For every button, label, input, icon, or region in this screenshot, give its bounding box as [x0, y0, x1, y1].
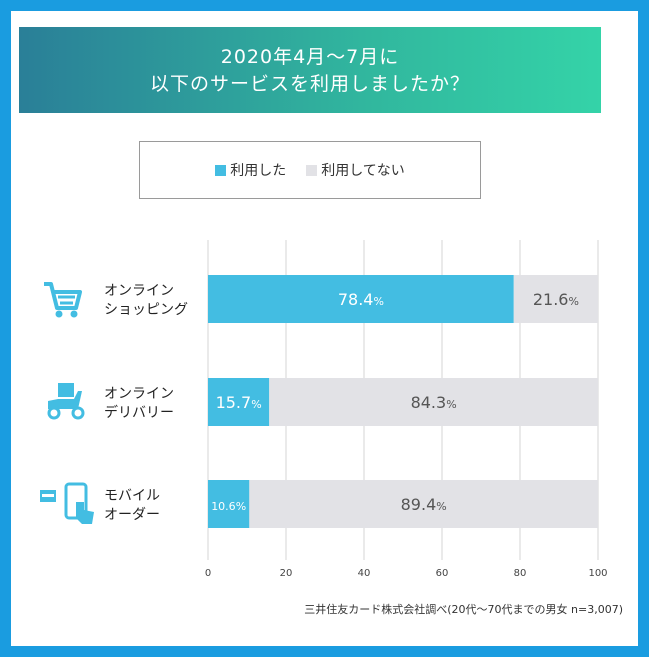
title-line-2: 以下のサービスを利用しましたか？: [149, 73, 470, 95]
legend-label-used: 利用した: [230, 163, 287, 179]
legend-item-not-used: 利用してない: [306, 160, 405, 180]
data-label: 15.7%: [216, 393, 262, 412]
x-tick-label: 40: [358, 568, 371, 579]
mobile-order-icon: [40, 482, 94, 524]
legend-swatch-used: [215, 164, 227, 176]
bar-used: [208, 378, 270, 426]
x-tick-label: 100: [588, 568, 607, 579]
legend: 利用した 利用してない: [139, 141, 481, 199]
data-label: 89.4%: [401, 495, 447, 514]
legend-swatch-not-used: [306, 164, 318, 176]
category-label: オンラインショッピング: [104, 283, 188, 318]
x-tick-label: 60: [436, 568, 449, 579]
data-label: 78.4%: [338, 290, 384, 309]
category-label: モバイルオーダー: [104, 488, 160, 523]
source-note: 三井住友カード株式会社調べ(20代〜70代までの男女 n=3,007): [304, 603, 623, 616]
bar-not-used: [513, 275, 598, 323]
x-tick-label: 80: [514, 568, 527, 579]
bar-used: [208, 275, 514, 323]
x-tick-label: 20: [280, 568, 293, 579]
title-line-1: 2020年4月〜7月に: [220, 46, 400, 68]
bar-not-used: [249, 480, 598, 528]
delivery-scooter-icon: [47, 383, 85, 420]
data-label: 84.3%: [411, 393, 457, 412]
legend-item-used: 利用した: [215, 160, 286, 180]
x-tick-label: 0: [205, 568, 211, 579]
data-label: 10.6%: [211, 500, 246, 513]
data-label: 21.6%: [533, 290, 579, 309]
bar-not-used: [269, 378, 598, 426]
bar-used: [208, 480, 250, 528]
shopping-cart-icon: [44, 282, 82, 318]
legend-label-not-used: 利用してない: [321, 163, 405, 179]
title-banner: 2020年4月〜7月に 以下のサービスを利用しましたか？: [19, 27, 601, 113]
category-label: オンラインデリバリー: [104, 386, 174, 421]
